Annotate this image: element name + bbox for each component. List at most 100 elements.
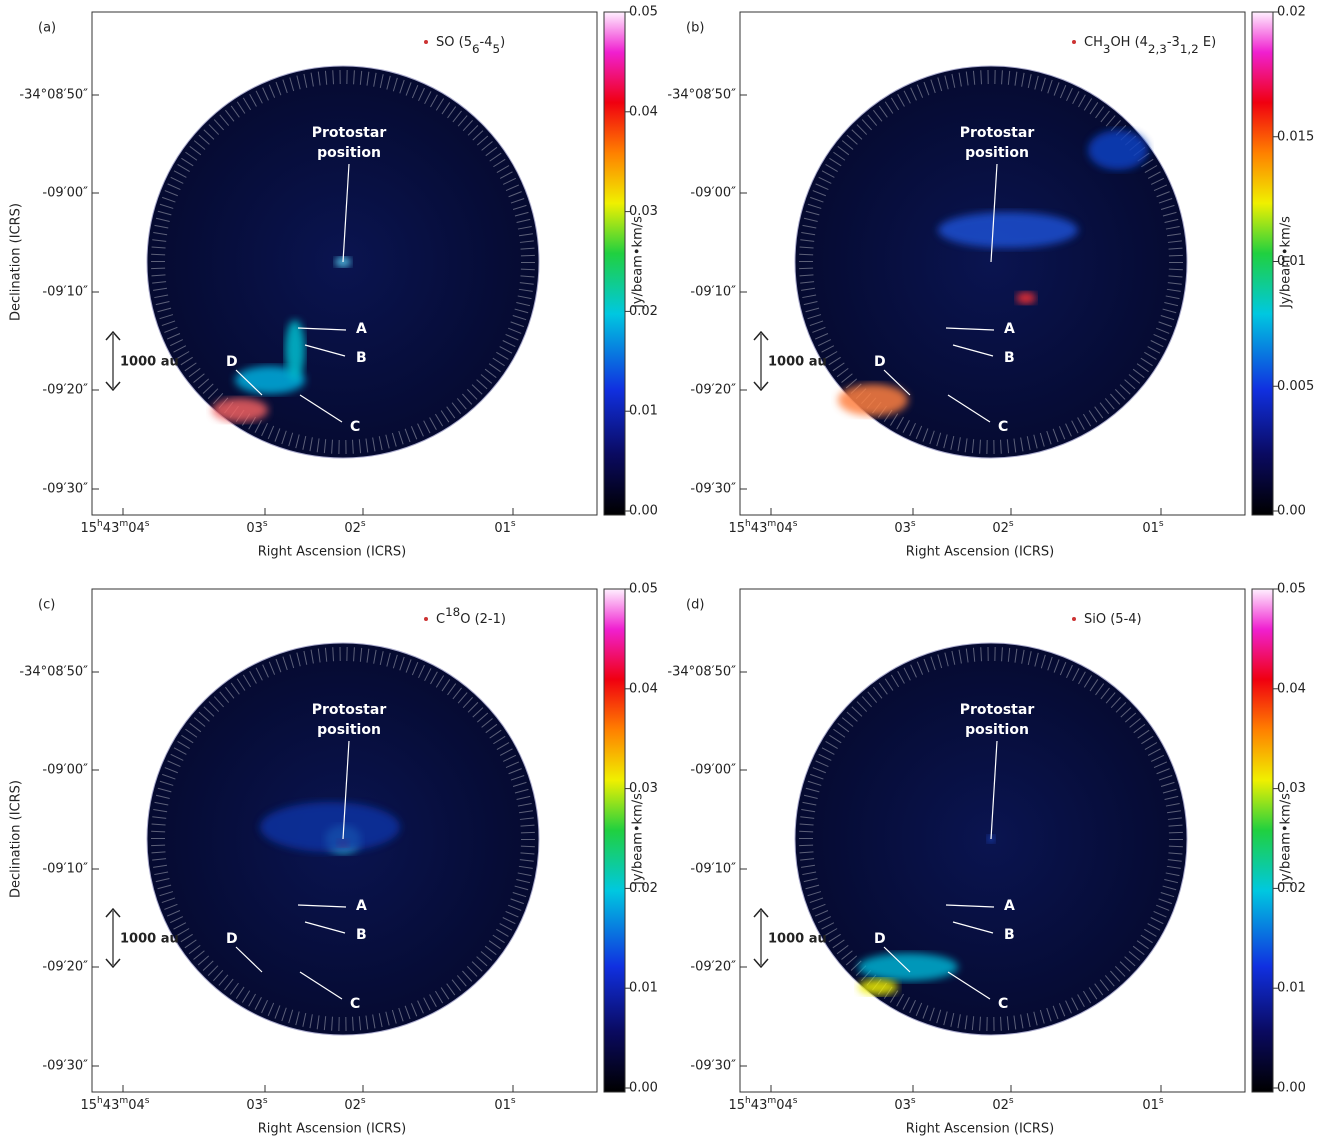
scale-label: 1000 au [120,355,179,370]
colorbar-tick-label: 0.02 [629,881,658,896]
text-segment: 5 [493,42,501,56]
colorbar-label: Jy/beam•km/s [631,216,646,309]
arrow-heads [753,907,769,969]
pointer [883,946,911,973]
scale-label: 1000 au [768,355,827,370]
text-segment: OH (4 [1110,35,1147,50]
colorbar-tick-label: 0.01 [629,981,658,996]
text-segment: m [767,519,776,529]
text-segment: h [745,519,751,529]
ra-tick-label: 02s [344,1096,366,1113]
arrow-heads [105,330,121,392]
panel-title: SiO (5-4) [1084,612,1142,627]
pointer [990,163,998,263]
colorbar-tick-label: 0.01 [1277,254,1306,269]
annotation: D [226,354,238,370]
colorbar [1251,11,1274,516]
text-segment: SO (5 [436,35,472,50]
colorbar-tick-label: 0.03 [629,781,658,796]
panel-title: SO (56-45) [436,35,505,56]
colorbar-tick-label: 0.00 [1277,504,1306,519]
annotation: Protostar [960,702,1035,718]
text-segment: 01 [1142,1098,1159,1113]
text-segment: 03 [894,1098,911,1113]
ra-tick-label: 15h43m04s [728,519,797,536]
panel-label: (c) [38,598,55,613]
text-segment: h [745,1096,751,1106]
annotation: C [998,996,1008,1012]
colorbar-label: Jy/beam•km/s [1279,793,1294,886]
colorbar-tick-label: 0.05 [1277,582,1306,597]
pointer [952,344,994,357]
annotation: Protostar [960,125,1035,141]
ra-tick-label: 15h43m04s [80,1096,149,1113]
text-segment: h [97,519,103,529]
text-segment: 43 [751,1098,768,1113]
colorbar-tick-label: 0.04 [629,681,658,696]
dec-tick-label: -09′10″ [690,862,736,877]
x-axis-label: Right Ascension (ICRS) [906,1122,1054,1137]
colorbar [603,588,626,1093]
noise-ring [799,70,1183,454]
colorbar [1251,588,1274,1093]
pointer [304,344,346,357]
pointer [235,369,263,396]
ra-tick-label: 01s [1142,519,1164,536]
arrow-heads [753,330,769,392]
text-segment: 02 [344,521,361,536]
annotation: A [356,898,367,914]
dec-tick-label: -34°08′50″ [19,665,88,680]
beam [424,40,428,44]
text-segment: 01 [1142,521,1159,536]
colorbar-label: Jy/beam•km/s [1279,216,1294,309]
annotation: position [317,722,381,738]
dec-tick-label: -09′30″ [42,482,88,497]
text-segment: s [793,519,798,529]
text-segment: 18 [445,605,460,619]
annotation: position [965,145,1029,161]
annotation: position [317,145,381,161]
dec-tick-label: -34°08′50″ [667,88,736,103]
ra-tick-label: 03s [894,1096,916,1113]
text-segment: s [1159,1096,1164,1106]
pointer [947,971,991,1000]
ra-tick-label: 15h43m04s [728,1096,797,1113]
colorbar-tick-label: 0.02 [1277,881,1306,896]
annotation: B [356,350,367,366]
text-segment: s [511,519,516,529]
text-segment: 03 [894,521,911,536]
colorbar-tick-label: 0.005 [1277,379,1314,394]
colorbar-tick-label: 0.01 [1277,981,1306,996]
panel: (d) SiO (5-4) -34°08′50″ -09′00″ -09′10″ -09′… [667,582,1306,1137]
pointer [297,327,347,331]
ra-tick-label: 03s [246,1096,268,1113]
colorbar-tick-label: 0.01 [629,404,658,419]
y-axis-label: Declination (ICRS) [9,203,24,321]
text-segment: 04 [776,521,793,536]
pointer [945,904,995,908]
text-segment: C [436,612,445,627]
pointer [945,327,995,331]
dec-tick-label: -34°08′50″ [667,665,736,680]
pointer [947,394,991,423]
colorbar-tick-label: 0.05 [629,582,658,597]
colorbar-tick-label: 0.03 [629,204,658,219]
text-segment: 43 [103,1098,120,1113]
text-segment: s [1159,519,1164,529]
x-axis-label: Right Ascension (ICRS) [258,545,406,560]
ra-tick-label: 01s [494,519,516,536]
dec-tick-label: -09′00″ [690,763,736,778]
colorbar-tick-label: 0.05 [629,5,658,20]
dec-tick-label: -09′00″ [42,763,88,778]
dec-tick-label: -34°08′50″ [19,88,88,103]
emission [1016,292,1036,304]
ra-tick-label: 03s [246,519,268,536]
colorbar [603,11,626,516]
beam [424,617,428,621]
text-segment: -3 [1167,35,1180,50]
text-segment: 43 [751,521,768,536]
dec-tick-label: -09′10″ [42,862,88,877]
y-axis-label: Declination (ICRS) [9,780,24,898]
image-frame [739,588,1246,1093]
pointer [952,921,994,934]
